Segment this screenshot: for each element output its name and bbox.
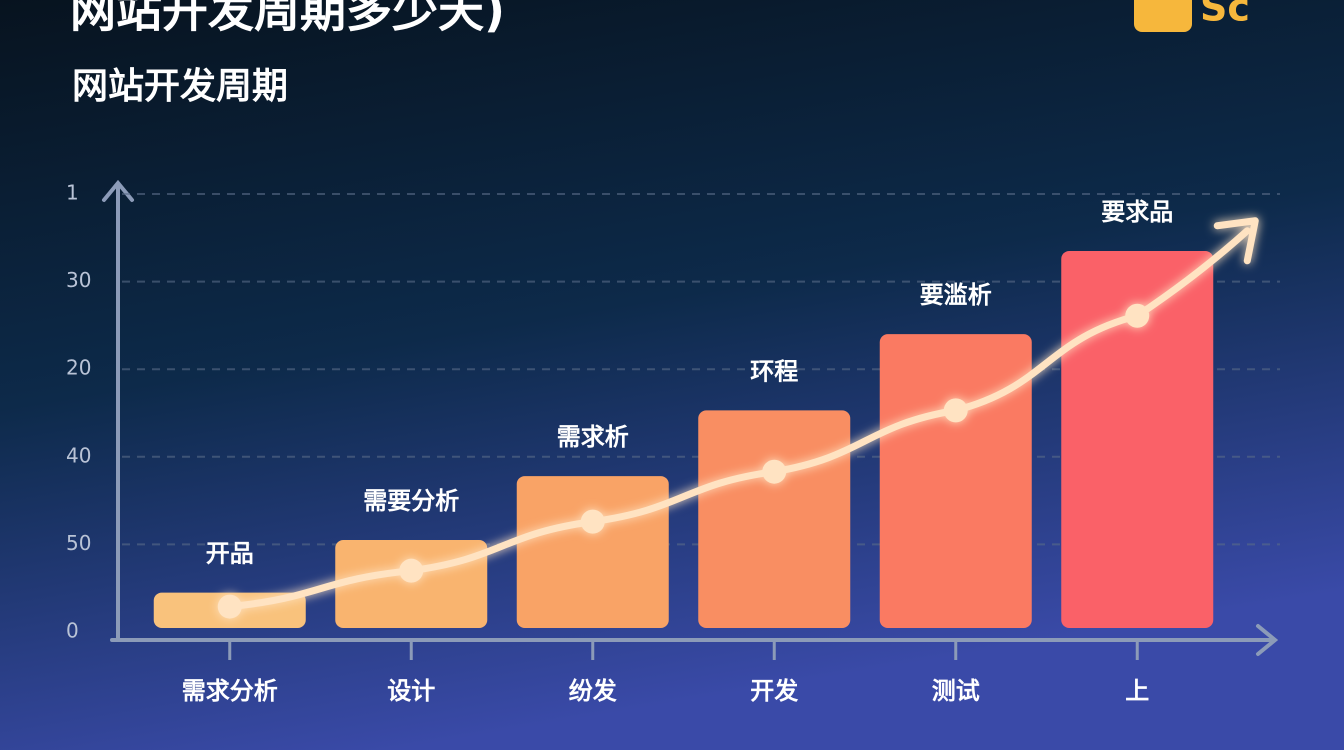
y-tick-label: 1 xyxy=(66,181,79,205)
logo-icon xyxy=(1134,0,1192,32)
bar-label: 要滥析 xyxy=(920,281,992,309)
logo-text: Sc xyxy=(1200,0,1250,30)
x-tick-label: 纷发 xyxy=(569,677,617,705)
x-tick-label: 上 xyxy=(1125,677,1149,705)
bar-label: 要求品 xyxy=(1101,198,1173,226)
x-tick-label: 测试 xyxy=(932,677,980,705)
bar-label: 需求析 xyxy=(557,423,629,451)
trend-point xyxy=(580,509,605,534)
trend-point xyxy=(762,459,787,484)
bar xyxy=(879,334,1032,628)
bar-label: 环程 xyxy=(750,357,798,385)
bar xyxy=(698,410,851,628)
y-tick-label: 50 xyxy=(66,531,91,555)
trend xyxy=(217,217,1259,619)
x-tick-label: 设计 xyxy=(387,677,435,705)
y-tick-label: 20 xyxy=(66,356,91,380)
y-tick-label: 0 xyxy=(66,619,79,643)
bar xyxy=(516,476,669,628)
bar-label: 需要分析 xyxy=(363,487,459,515)
trend-point xyxy=(1125,303,1150,328)
bar xyxy=(335,540,488,628)
x-tick-label: 需求分析 xyxy=(182,677,278,705)
bar xyxy=(1061,250,1214,628)
bar-label: 开品 xyxy=(206,540,254,568)
x-tick-label: 开发 xyxy=(750,677,798,705)
trend-arrow xyxy=(1133,217,1259,320)
trend-line xyxy=(226,312,1141,611)
y-tick-label: 30 xyxy=(66,268,91,292)
trend-point xyxy=(943,398,968,423)
trend-point xyxy=(217,594,242,619)
chart-subtitle: 网站开发周期 xyxy=(72,66,288,107)
x-axis xyxy=(110,624,1279,656)
y-tick-label: 40 xyxy=(66,443,91,467)
trend-point xyxy=(399,558,424,583)
chart-title: 网站开发周期多少天) xyxy=(70,0,505,38)
